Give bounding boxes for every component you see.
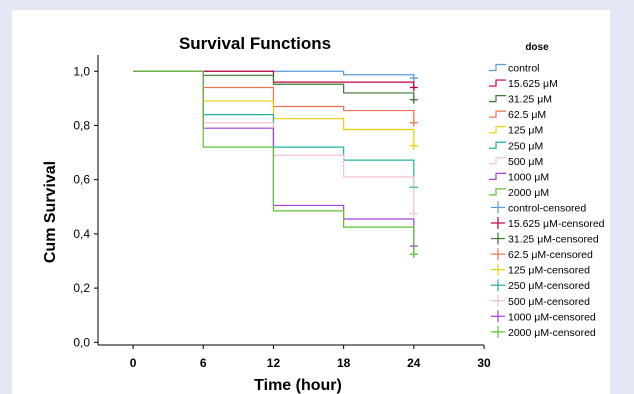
censor-marker-6 [409,209,418,218]
legend-censored-label-5: 250 μM-censored [508,280,590,292]
x-tick-label: 6 [200,356,207,370]
censor-marker-3 [409,118,418,127]
legend-censored-label-8: 2000 μM-censored [508,327,596,339]
legend-censored-label-1: 15.625 μM-censored [508,218,605,230]
legend-censor-swatch-5 [491,279,505,292]
legend-label-1: 15.625 μM [508,78,558,90]
legend-swatch-2 [489,95,506,103]
series-layer [133,70,418,259]
legend-censor-swatch-3 [491,248,505,261]
y-tick-label: 0,2 [73,281,90,295]
x-tick-label: 30 [477,356,491,370]
legend-censored-label-2: 31.25 μM-censored [508,234,599,246]
legend-swatch-6 [489,157,506,165]
legend-censored-label-7: 1000 μM-censored [508,311,596,323]
censor-marker-8 [409,250,418,259]
legend-censored-label-6: 500 μM-censored [508,296,590,308]
legend-censor-swatch-1 [491,217,505,229]
censor-marker-2 [409,95,418,104]
legend-label-0: control [508,63,540,75]
legend-label-4: 125 μM [508,125,543,137]
legend-label-5: 250 μM [508,140,543,152]
y-tick-label: 0,6 [73,173,90,187]
legend-swatch-0 [489,63,506,72]
y-tick-label: 0,0 [73,335,90,349]
legend-censor-swatch-4 [491,263,505,276]
legend-label-7: 1000 μM [508,171,549,183]
legend-swatch-7 [489,172,506,180]
y-tick-label: 0,8 [73,118,90,132]
legend-censor-swatch-6 [491,294,505,307]
legend-swatch-8 [489,188,506,196]
legend: control 15.625 μM 31.25 μM 62.5 μM 125 μM 250… [489,63,605,339]
legend-censor-swatch-2 [491,232,505,245]
legend-swatch-1 [489,79,506,87]
legend-title: dose [525,42,549,53]
x-tick-label: 24 [407,356,421,370]
x-tick-label: 12 [267,356,281,370]
censor-marker-1 [409,83,418,92]
y-tick-label: 0,4 [73,227,90,241]
legend-label-3: 62.5 μM [508,109,546,121]
censor-marker-0 [409,74,418,83]
legend-censor-swatch-7 [491,310,505,323]
x-tick-label: 0 [130,356,137,370]
legend-censored-label-4: 125 μM-censored [508,265,590,277]
chart-title: Survival Functions [179,34,331,53]
chart-panel: Survival Functions Cum Survival Time (ho… [12,10,610,394]
axes: 0,0 0,2 0,4 0,6 0,8 1,0 0 6 12 18 24 30 [73,55,491,370]
survival-chart: Survival Functions Cum Survival Time (ho… [42,34,605,394]
y-tick-label: 1,0 [73,64,90,78]
legend-swatch-5 [489,141,506,149]
legend-censor-swatch-0 [491,201,505,214]
legend-censored-label-0: control-censored [508,202,586,214]
legend-censor-swatch-8 [491,325,505,338]
legend-swatch-3 [489,110,506,118]
x-tick-label: 18 [337,356,351,370]
series-line-8 [133,70,415,255]
legend-label-8: 2000 μM [508,187,549,199]
legend-censored-label-3: 62.5 μM-censored [508,249,593,261]
censor-marker-4 [409,141,418,150]
y-axis-label: Cum Survival [42,161,59,263]
x-axis-label: Time (hour) [254,377,342,394]
legend-label-2: 31.25 μM [508,94,552,106]
legend-swatch-4 [489,126,506,134]
legend-label-6: 500 μM [508,156,543,168]
